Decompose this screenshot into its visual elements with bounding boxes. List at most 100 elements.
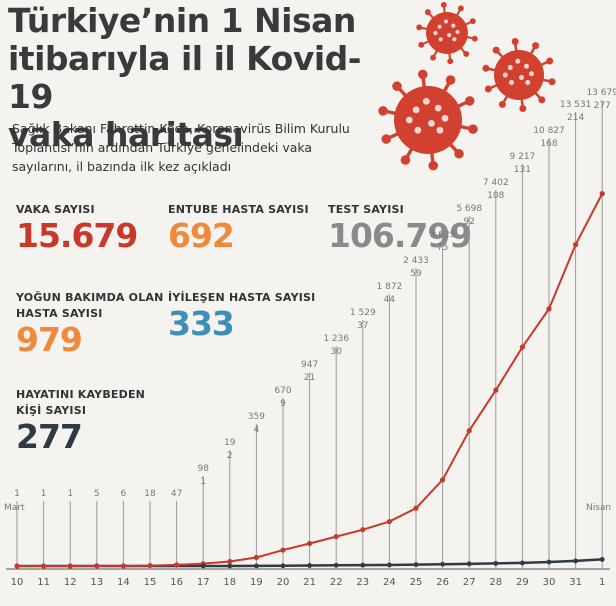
stat-yogun-value: 979 bbox=[16, 320, 83, 359]
top-label: 19 bbox=[224, 438, 236, 448]
top-label: 359 bbox=[248, 412, 265, 422]
death-label: 92 bbox=[463, 217, 474, 227]
month-label-start: Mart bbox=[4, 503, 25, 513]
stat-hayatini: HAYATINI KAYBEDEN KİŞİ SAYISI 277 bbox=[16, 387, 145, 455]
death-point bbox=[520, 560, 525, 566]
top-label: 47 bbox=[171, 489, 182, 499]
top-label: 13 679 bbox=[586, 88, 616, 98]
top-label: 1 bbox=[67, 489, 73, 499]
x-tick-label: 24 bbox=[383, 577, 396, 588]
top-label: 1 bbox=[14, 489, 20, 499]
case-point bbox=[174, 562, 180, 568]
case-point bbox=[307, 540, 313, 547]
top-label: 1 236 bbox=[323, 334, 349, 344]
top-label: 2 433 bbox=[403, 256, 429, 266]
death-point bbox=[573, 558, 578, 564]
x-tick-label: 12 bbox=[64, 577, 77, 588]
case-point bbox=[386, 518, 392, 525]
case-point bbox=[413, 505, 419, 511]
death-point bbox=[254, 563, 259, 569]
title-line-2: itibarıyla il il Kovid-19 bbox=[8, 39, 361, 116]
case-point bbox=[599, 191, 605, 197]
case-point bbox=[493, 387, 499, 393]
x-tick-label: 14 bbox=[117, 577, 130, 588]
death-point bbox=[200, 563, 206, 569]
x-tick-label: 15 bbox=[144, 577, 157, 588]
chart-title: Türkiye’nin 1 Nisan itibarıyla il il Kov… bbox=[8, 2, 388, 154]
top-label: 18 bbox=[144, 489, 156, 499]
x-tick-label: 30 bbox=[543, 577, 556, 588]
stat-yogun-label-2: HASTA SAYISI bbox=[16, 307, 103, 320]
case-point bbox=[67, 563, 73, 569]
subtitle: Sağlık Bakanı Fahrettin Koca, Koronavirü… bbox=[12, 121, 350, 174]
death-label: 214 bbox=[567, 113, 584, 123]
death-point bbox=[360, 562, 366, 568]
stat-test-label: TEST SAYISI bbox=[328, 203, 404, 216]
death-label: 168 bbox=[540, 139, 557, 149]
death-point bbox=[440, 561, 445, 567]
case-point bbox=[253, 554, 259, 561]
top-label: 1 872 bbox=[377, 282, 403, 292]
x-tick-label: 11 bbox=[37, 577, 50, 588]
death-label: 37 bbox=[357, 321, 368, 331]
death-point bbox=[599, 557, 605, 562]
death-label: 21 bbox=[304, 373, 315, 383]
stat-entube-value: 692 bbox=[168, 216, 235, 255]
death-label: 108 bbox=[487, 191, 504, 201]
stat-iyilesen-label: İYİLEŞEN HASTA SAYISI bbox=[168, 291, 316, 304]
x-tick-label: 28 bbox=[489, 577, 502, 588]
top-label: 13 531 bbox=[560, 100, 592, 110]
stat-entube-label: ENTUBE HASTA SAYISI bbox=[168, 203, 309, 216]
death-label: 75 bbox=[437, 243, 448, 253]
x-tick-label: 27 bbox=[463, 577, 476, 588]
x-tick-label: 23 bbox=[356, 577, 369, 588]
top-label: 9 217 bbox=[510, 152, 536, 162]
top-label: 3 629 bbox=[430, 230, 456, 240]
stat-test-value: 106.799 bbox=[328, 216, 472, 255]
stat-yogun: YOĞUN BAKIMDA OLAN HASTA SAYISI 979 bbox=[16, 290, 164, 358]
x-tick-label: 25 bbox=[410, 577, 423, 588]
x-tick-label: 17 bbox=[197, 577, 210, 588]
case-point bbox=[440, 477, 446, 483]
stat-vaka-value: 15.679 bbox=[16, 216, 138, 255]
death-point bbox=[493, 561, 499, 566]
x-tick-label: 31 bbox=[569, 577, 582, 588]
x-tick-label: 16 bbox=[170, 577, 183, 588]
case-point bbox=[519, 344, 526, 350]
death-label: 277 bbox=[594, 101, 611, 111]
death-label: 59 bbox=[410, 269, 422, 279]
death-label: 131 bbox=[514, 165, 531, 175]
case-point bbox=[573, 242, 579, 248]
stat-vaka-label: VAKA SAYISI bbox=[16, 203, 95, 216]
case-point bbox=[333, 534, 339, 540]
stat-iyilesen: İYİLEŞEN HASTA SAYISI 333 bbox=[168, 290, 315, 342]
case-point bbox=[14, 563, 20, 569]
top-label: 1 529 bbox=[350, 308, 376, 318]
case-point bbox=[147, 562, 153, 569]
death-label: 4 bbox=[254, 425, 260, 435]
case-point bbox=[41, 563, 47, 569]
top-label: 10 827 bbox=[533, 126, 565, 136]
top-label: 6 bbox=[121, 489, 127, 499]
case-point bbox=[466, 428, 472, 434]
death-label: 9 bbox=[280, 399, 286, 409]
stat-test: TEST SAYISI 106.799 bbox=[328, 202, 472, 255]
x-tick-label: 26 bbox=[436, 577, 449, 588]
x-tick-label: 10 bbox=[11, 577, 24, 588]
top-label: 7 402 bbox=[483, 178, 509, 188]
case-point bbox=[280, 547, 286, 553]
month-label-end: Nisan bbox=[586, 503, 611, 513]
death-label: 1 bbox=[200, 477, 206, 487]
case-point bbox=[94, 563, 100, 569]
death-point bbox=[387, 562, 392, 568]
top-label: 5 bbox=[94, 489, 100, 499]
x-tick-label: 22 bbox=[330, 577, 343, 588]
death-point bbox=[333, 562, 339, 568]
top-label: 5 698 bbox=[456, 204, 482, 214]
stat-hayatini-label-1: HAYATINI KAYBEDEN bbox=[16, 388, 146, 401]
death-label: 44 bbox=[384, 295, 396, 305]
death-point bbox=[280, 563, 286, 569]
stat-yogun-label-1: YOĞUN BAKIMDA OLAN bbox=[16, 291, 164, 304]
x-tick-label: 1 bbox=[599, 577, 605, 588]
